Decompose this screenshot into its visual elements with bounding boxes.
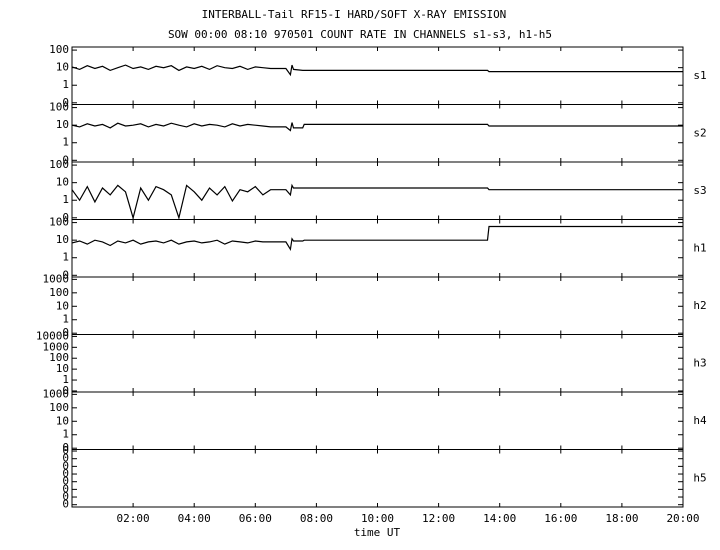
panel-frame: [71, 161, 684, 220]
panel-label: h5: [693, 471, 706, 484]
x-tick-label: 06:00: [239, 512, 272, 525]
x-tick-label: 12:00: [422, 512, 455, 525]
panel-frame: [71, 276, 684, 335]
panel-label: h2: [693, 299, 706, 312]
y-tick-label: 1000: [43, 340, 70, 353]
panel-frame: [71, 334, 684, 393]
y-tick-label: 10: [56, 233, 69, 246]
y-tick-label: 10000: [36, 329, 69, 342]
data-line: [71, 64, 683, 77]
y-tick-label: 100: [49, 158, 69, 171]
x-tick-label: 18:00: [605, 512, 638, 525]
y-tick-label: 100: [49, 216, 69, 229]
y-tick-label: 0: [62, 153, 69, 166]
y-tick-label: 0: [62, 96, 69, 109]
y-tick-label: 0: [62, 467, 69, 480]
y-tick-label: 0: [62, 441, 69, 454]
x-tick-label: 16:00: [544, 512, 577, 525]
panel-label: h1: [693, 241, 706, 254]
panel-frame: [71, 104, 684, 163]
y-tick-label: 100: [49, 401, 69, 414]
x-tick-label: 04:00: [178, 512, 211, 525]
y-tick-label: 1: [62, 193, 69, 206]
y-tick-label: 1: [62, 313, 69, 326]
x-tick-label: 08:00: [300, 512, 333, 525]
panel-frame: [71, 46, 684, 105]
data-line: [71, 183, 683, 221]
y-tick-label: 1000: [43, 272, 70, 285]
x-axis-label: time UT: [354, 526, 401, 539]
y-tick-label: 100: [49, 286, 69, 299]
y-tick-label: 0: [62, 498, 69, 511]
data-line: [71, 225, 683, 252]
panel-label: s3: [693, 184, 706, 197]
y-tick-label: 1000: [43, 387, 70, 400]
y-tick-label: 0: [62, 384, 69, 397]
y-tick-label: 1: [62, 78, 69, 91]
x-tick-label: 20:00: [666, 512, 699, 525]
y-tick-label: 10: [56, 414, 69, 427]
y-tick-label: 0: [62, 211, 69, 224]
panel-label: s2: [693, 126, 706, 139]
chart-title: INTERBALL-Tail RF15-I HARD/SOFT X-RAY EM…: [202, 8, 507, 21]
panel-label: h3: [693, 356, 706, 369]
y-tick-label: 10: [56, 61, 69, 74]
y-tick-label: 10: [56, 176, 69, 189]
x-tick-label: 02:00: [117, 512, 150, 525]
y-tick-label: 100: [49, 101, 69, 114]
y-tick-label: 1: [62, 373, 69, 386]
y-tick-label: 0: [62, 452, 69, 465]
x-tick-label: 14:00: [483, 512, 516, 525]
panel-label: h4: [693, 414, 707, 427]
panel-frame: [71, 449, 684, 508]
y-tick-label: 0: [62, 268, 69, 281]
y-tick-label: 0: [62, 459, 69, 472]
y-tick-label: 100: [49, 351, 69, 364]
y-tick-label: 1: [62, 428, 69, 441]
y-tick-label: 10: [56, 362, 69, 375]
y-tick-label: 10: [56, 118, 69, 131]
y-tick-label: 0: [62, 444, 69, 457]
y-tick-label: 1: [62, 251, 69, 264]
chart-subtitle: SOW 00:00 08:10 970501 COUNT RATE IN CHA…: [168, 28, 552, 41]
y-tick-label: 0: [62, 490, 69, 503]
y-tick-label: 1: [62, 136, 69, 149]
y-tick-label: 0: [62, 482, 69, 495]
y-tick-label: 0: [62, 326, 69, 339]
y-tick-label: 10: [56, 299, 69, 312]
panel-frame: [71, 391, 684, 450]
panel-label: s1: [693, 69, 706, 82]
data-line: [71, 122, 683, 132]
y-tick-label: 0: [62, 475, 69, 488]
panel-frame: [71, 219, 684, 278]
x-tick-label: 10:00: [361, 512, 394, 525]
y-tick-label: 100: [49, 43, 69, 56]
